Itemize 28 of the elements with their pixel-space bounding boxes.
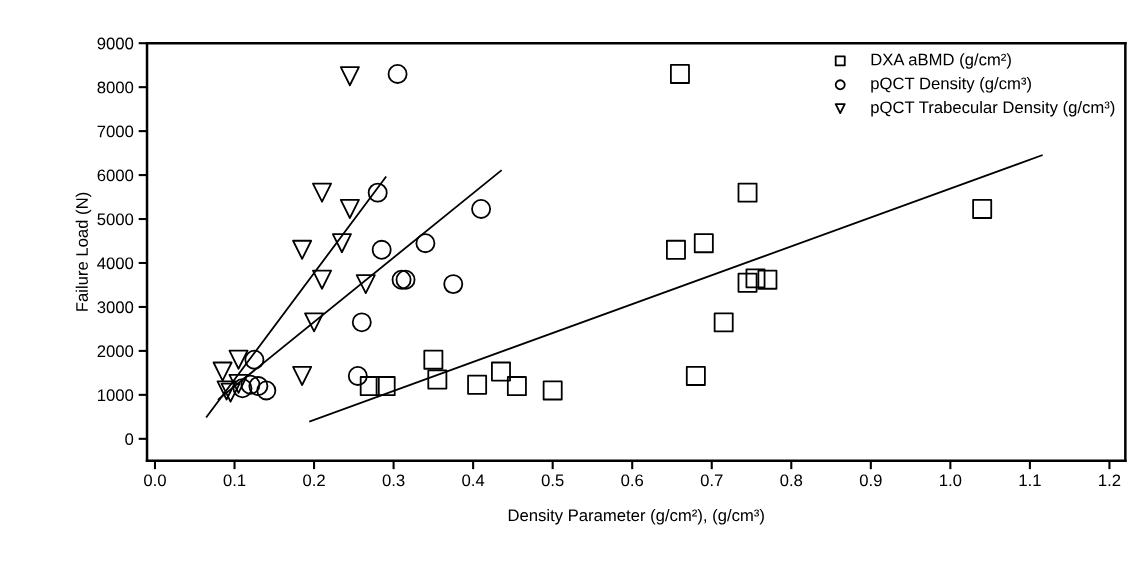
- x-tick-label: 0.3: [382, 474, 405, 487]
- x-tick-label: 0.7: [700, 474, 723, 487]
- y-tick-label: 6000: [97, 169, 134, 182]
- y-tick-label: 1000: [98, 389, 134, 402]
- y-tick-label: 3000: [97, 301, 134, 314]
- y-tick-label: 4000: [97, 257, 134, 270]
- y-tick-label: 9000: [97, 37, 134, 50]
- x-tick-label: 0.8: [780, 474, 803, 487]
- y-tick-label: 2000: [97, 345, 134, 358]
- y-tick-label: 5000: [97, 213, 134, 226]
- x-tick-label: 0.0: [144, 474, 166, 487]
- legend-label: pQCT Density (g/cm³): [871, 77, 1031, 93]
- x-tick-label: 1.2: [1099, 474, 1121, 487]
- y-tick-label: 0: [125, 433, 134, 446]
- y-tick-label: 7000: [97, 125, 134, 138]
- legend-label: DXA aBMD (g/cm²): [871, 53, 1011, 69]
- x-tick-label: 0.2: [303, 474, 325, 487]
- x-tick-label: 0.6: [621, 474, 644, 487]
- x-tick-label: 0.4: [462, 474, 485, 487]
- x-tick-label: 0.9: [859, 474, 882, 487]
- y-tick-label: 8000: [97, 81, 134, 94]
- x-axis-title: Density Parameter (g/cm²), (g/cm³): [508, 508, 764, 525]
- x-tick-label: 1.1: [1019, 474, 1041, 487]
- x-tick-label: 0.5: [541, 474, 564, 487]
- legend-label: pQCT Trabecular Density (g/cm³): [871, 100, 1115, 117]
- x-tick-label: 1.0: [940, 474, 962, 487]
- y-axis-title: Failure Load (N): [75, 192, 92, 311]
- x-tick-label: 0.1: [223, 474, 246, 487]
